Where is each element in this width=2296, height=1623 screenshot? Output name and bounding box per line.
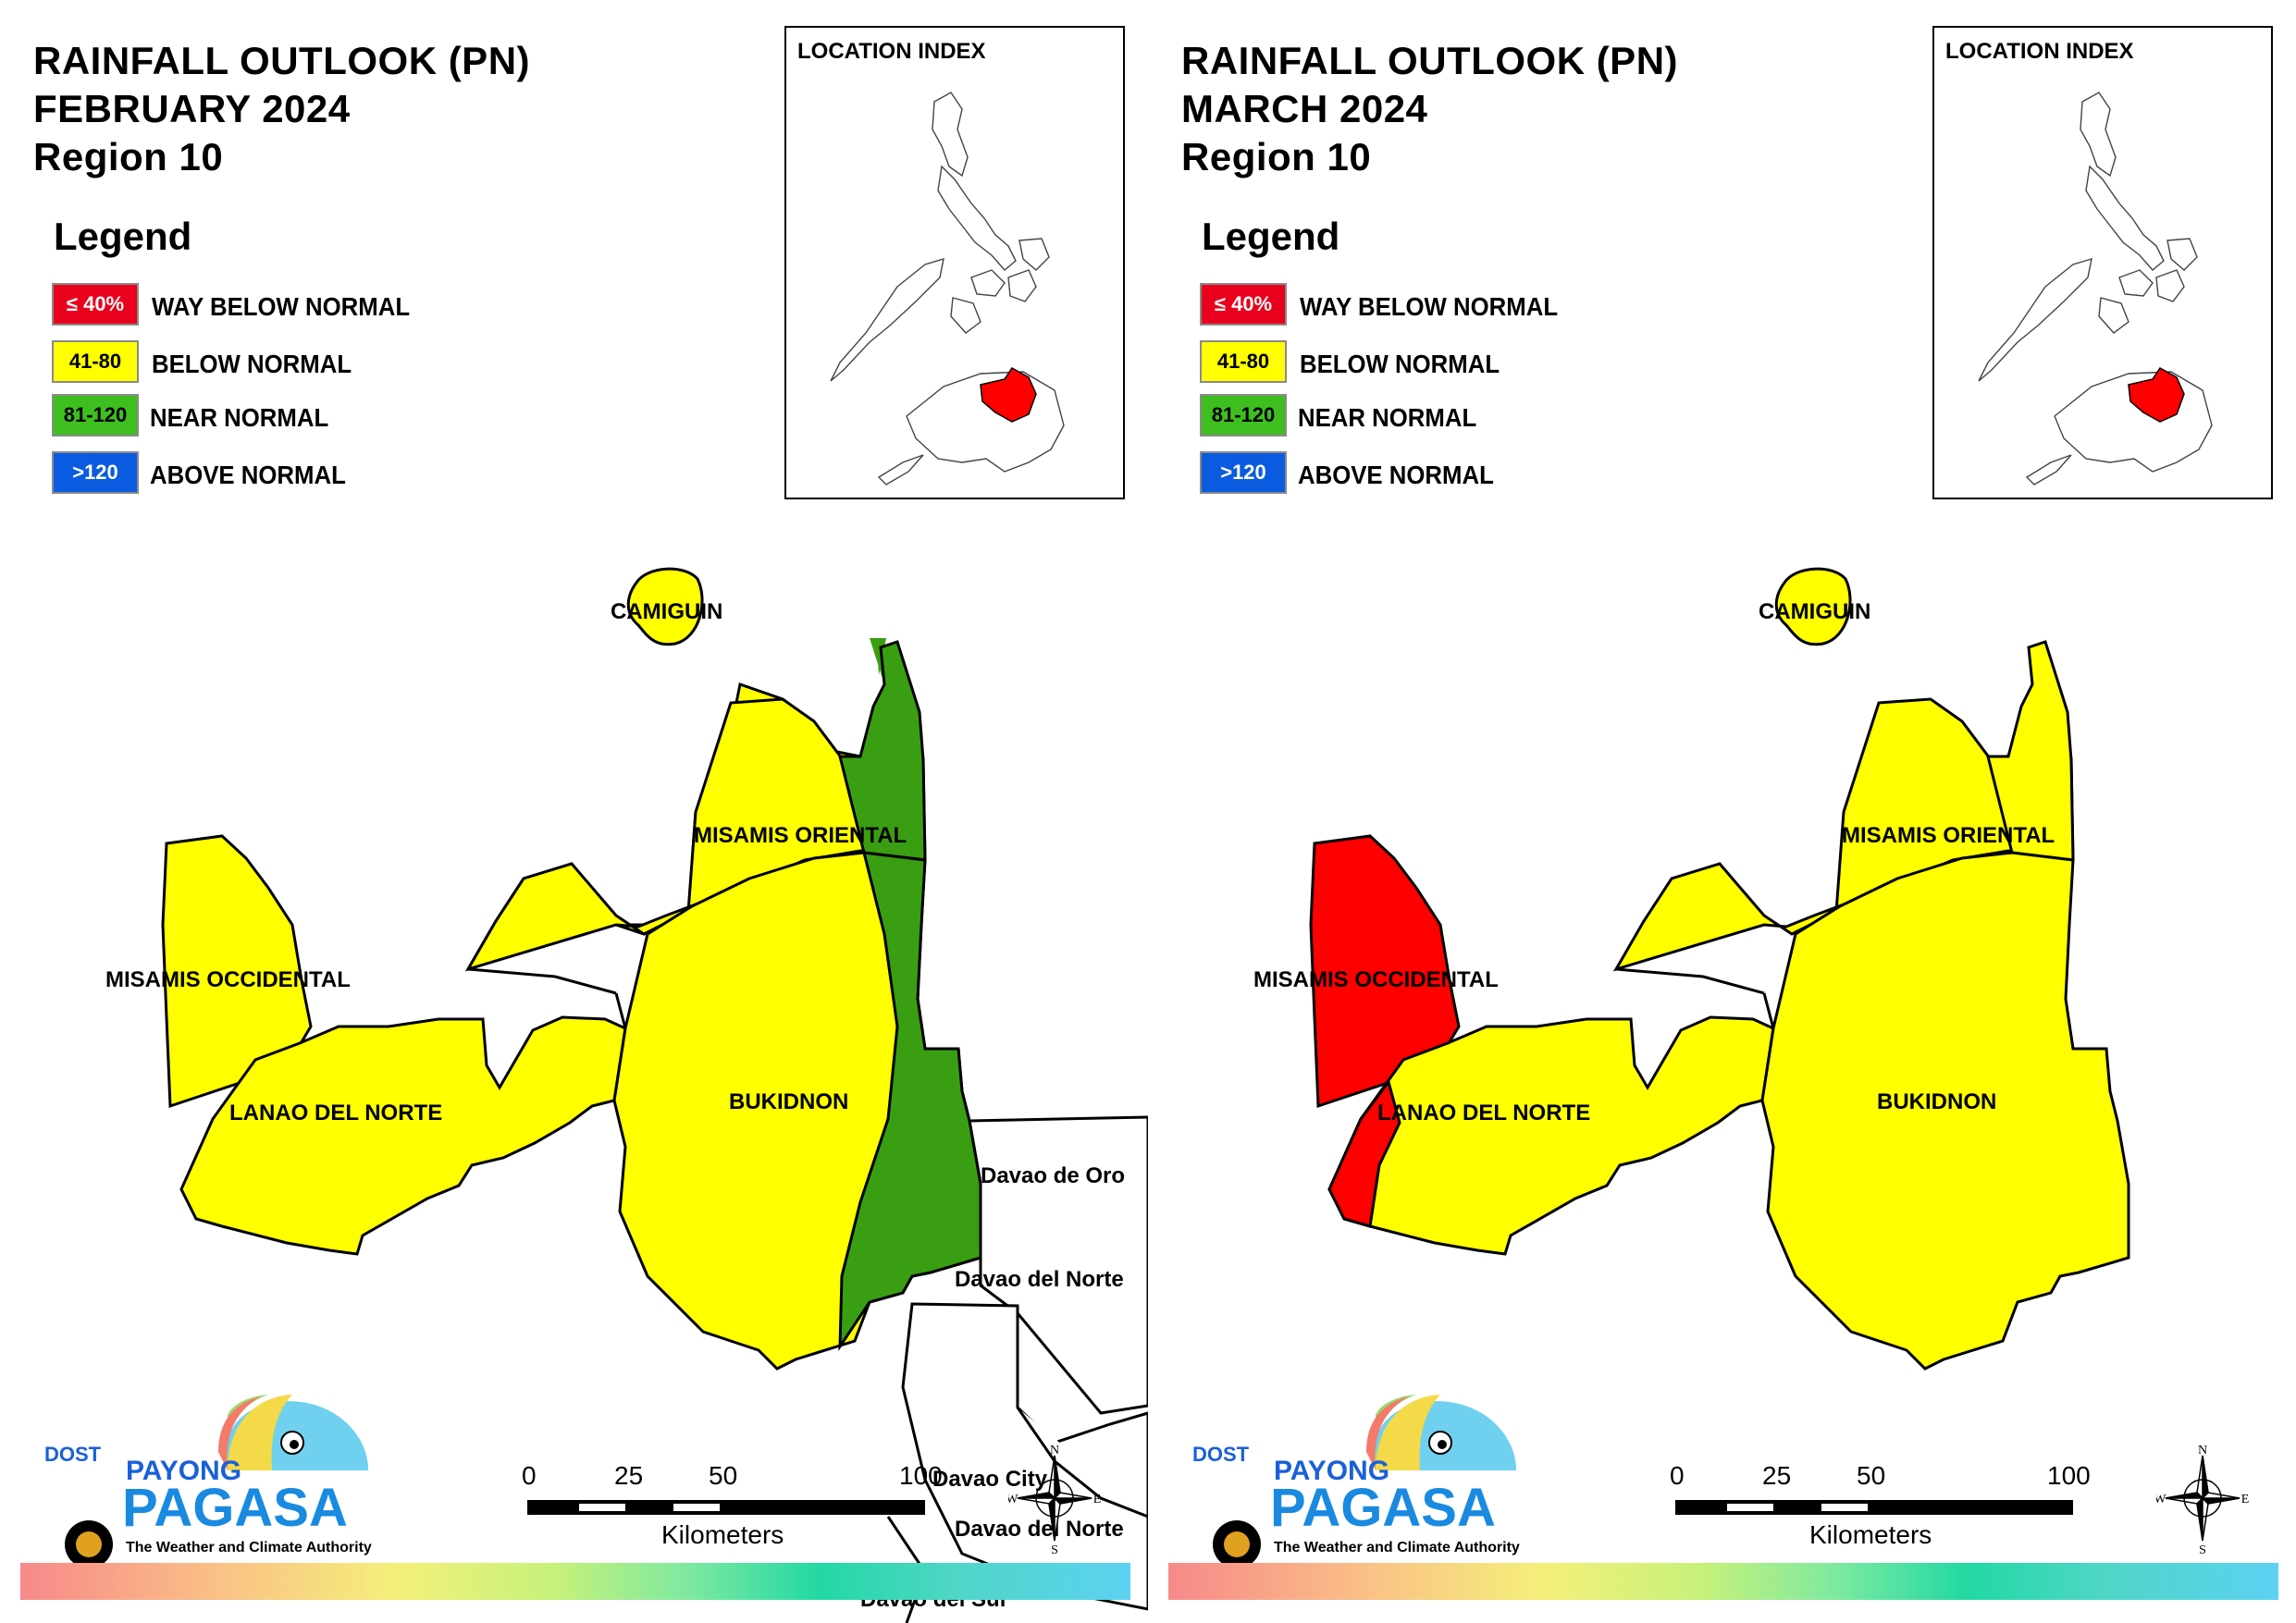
compass-s: S — [1051, 1543, 1058, 1554]
legend-label: ABOVE NORMAL — [1298, 461, 1494, 489]
location-index: LOCATION INDEX — [784, 26, 1125, 499]
label-camiguin: CAMIGUIN — [1759, 599, 1871, 624]
title-line-2: FEBRUARY 2024 — [33, 87, 351, 130]
label-misamis-occidental: MISAMIS OCCIDENTAL — [105, 967, 351, 992]
logo-pagasa: PAGASA — [1270, 1478, 1496, 1538]
label-bukidnon: BUKIDNON — [729, 1089, 849, 1114]
logo-payong: PAYONG — [1274, 1456, 1389, 1486]
scale-bar-graphic — [527, 1500, 925, 1515]
gradient-strip — [1168, 1563, 2278, 1600]
bukidnon-green-zone — [838, 851, 982, 1352]
legend-label: WAY BELOW NORMAL — [1300, 292, 1559, 321]
location-index-title: LOCATION INDEX — [1945, 39, 2134, 64]
label-davao-city: Davao City — [932, 1467, 1048, 1492]
scale-unit: Kilometers — [1809, 1520, 1932, 1549]
map-title: RAINFALL OUTLOOK (PN) FEBRUARY 2024 Regi… — [33, 37, 530, 181]
compass-w: W — [1008, 1493, 1018, 1506]
payong-pagasa-logo: DOST PAYONG PAGASA The Weather and Clima… — [33, 1387, 385, 1568]
outlook-panel-march: RAINFALL OUTLOOK (PN) MARCH 2024 Region … — [1148, 0, 2296, 1623]
title-line-3: Region 10 — [1181, 135, 1372, 178]
legend-swatch: >120 — [52, 451, 139, 494]
bukidnon-shape — [1760, 851, 2130, 1371]
legend-swatch: >120 — [1200, 451, 1287, 494]
title-line-1: RAINFALL OUTLOOK (PN) — [1181, 39, 1679, 82]
title-line-2: MARCH 2024 — [1181, 87, 1428, 130]
umbrella-icon: DOST PAYONG PAGASA The Weather and Clima… — [1192, 1395, 1520, 1568]
compass-w: W — [2156, 1493, 2166, 1506]
scale-bar-graphic — [1675, 1500, 2073, 1515]
legend-swatch: 41-80 — [1200, 340, 1287, 383]
scale-tick: 50 — [709, 1461, 738, 1490]
compass-n: N — [2198, 1444, 2207, 1457]
outlook-panel-february: RAINFALL OUTLOOK (PN) FEBRUARY 2024 Regi… — [20, 26, 1148, 1623]
scale-tick: 25 — [614, 1461, 644, 1490]
label-lanao-del-norte: LANAO DEL NORTE — [229, 1100, 443, 1125]
umbrella-icon: DOST PAYONG PAGASA The Weather and Clima… — [44, 1395, 372, 1568]
location-index-title: LOCATION INDEX — [797, 39, 986, 64]
legend-label: ABOVE NORMAL — [150, 461, 346, 489]
label-misamis-oriental: MISAMIS ORIENTAL — [694, 823, 907, 848]
logo-payong: PAYONG — [126, 1456, 241, 1486]
legend-label: BELOW NORMAL — [152, 350, 352, 378]
label-davao-de-oro: Davao de Oro — [981, 1163, 1126, 1188]
region-10-map — [1309, 567, 2130, 1371]
compass-s: S — [2199, 1543, 2206, 1554]
payong-pagasa-logo: DOST PAYONG PAGASA The Weather and Clima… — [1181, 1387, 1533, 1568]
label-davao-del-norte-2: Davao del Norte — [955, 1517, 1124, 1542]
label-camiguin: CAMIGUIN — [611, 599, 723, 624]
scale-tick: 50 — [1857, 1461, 1886, 1490]
label-lanao-del-norte: LANAO DEL NORTE — [1377, 1100, 1591, 1125]
title-line-1: RAINFALL OUTLOOK (PN) — [33, 39, 531, 82]
legend-swatch: ≤ 40% — [52, 283, 139, 326]
legend-label: WAY BELOW NORMAL — [152, 292, 411, 321]
scale-bar: 0 25 50 100 Kilometers — [1670, 1461, 2091, 1554]
region-10-map — [161, 567, 1148, 1623]
camiguin-shape — [1774, 567, 1852, 646]
label-misamis-occidental: MISAMIS OCCIDENTAL — [1253, 967, 1499, 992]
logo-dost: DOST — [1192, 1443, 1250, 1466]
davao-del-norte-outline — [901, 1302, 1148, 1611]
scale-tick: 25 — [1762, 1461, 1792, 1490]
compass-e: E — [1093, 1493, 1101, 1506]
legend-label: NEAR NORMAL — [1298, 403, 1477, 432]
compass-n: N — [1050, 1444, 1059, 1457]
camiguin-shape — [626, 567, 704, 646]
scale-unit: Kilometers — [661, 1520, 784, 1549]
scale-bar: 0 25 50 100 Kilometers — [522, 1461, 943, 1554]
logo-tagline: The Weather and Climate Authority — [126, 1540, 372, 1555]
label-bukidnon: BUKIDNON — [1877, 1089, 1997, 1114]
logo-dost: DOST — [44, 1443, 102, 1466]
legend-swatch: 81-120 — [1200, 394, 1287, 436]
logo-pagasa: PAGASA — [122, 1478, 348, 1538]
scale-tick: 0 — [1670, 1461, 1685, 1490]
philippines-index-map — [1978, 92, 2213, 486]
scale-tick: 100 — [899, 1461, 943, 1490]
legend-label: BELOW NORMAL — [1300, 350, 1500, 378]
logo-tagline: The Weather and Climate Authority — [1274, 1540, 1520, 1555]
legend-title: Legend — [54, 215, 192, 258]
compass-rose-icon: N S E W — [1008, 1444, 1101, 1554]
compass-rose-icon: N S E W — [2156, 1444, 2249, 1554]
map-title: RAINFALL OUTLOOK (PN) MARCH 2024 Region … — [1181, 37, 1678, 181]
legend-swatch: 81-120 — [52, 394, 139, 436]
title-line-3: Region 10 — [33, 135, 224, 178]
label-davao-del-norte: Davao del Norte — [955, 1267, 1124, 1292]
label-misamis-oriental: MISAMIS ORIENTAL — [1842, 823, 2055, 848]
scale-tick: 0 — [522, 1461, 537, 1490]
compass-e: E — [2241, 1493, 2249, 1506]
legend-label: NEAR NORMAL — [150, 403, 329, 432]
legend-swatch: ≤ 40% — [1200, 283, 1287, 326]
davao-city-outline — [1016, 1407, 1148, 1518]
scale-tick: 100 — [2047, 1461, 2091, 1490]
philippines-index-map — [830, 92, 1065, 486]
location-index: LOCATION INDEX — [1932, 26, 2273, 499]
legend-swatch: 41-80 — [52, 340, 139, 383]
gradient-strip — [20, 1563, 1130, 1600]
lanao-del-norte-red-zone — [1327, 1078, 1401, 1228]
legend-title: Legend — [1202, 215, 1340, 258]
